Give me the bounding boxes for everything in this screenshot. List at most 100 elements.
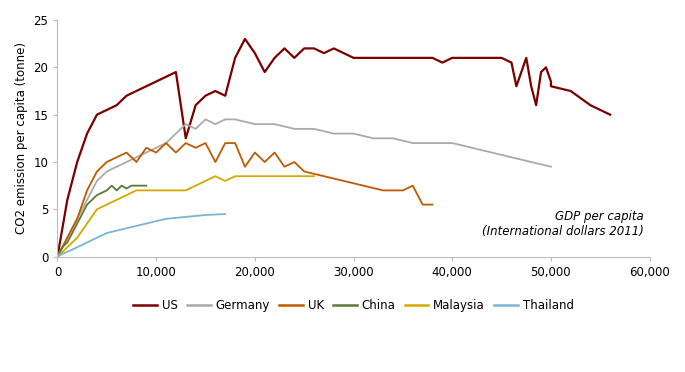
- US: [329, 46, 338, 51]
- US: [53, 254, 62, 259]
- Germany: [310, 126, 318, 131]
- Y-axis label: CO2 emission per capita (tonne): CO2 emission per capita (tonne): [15, 42, 28, 234]
- Germany: [448, 141, 456, 145]
- Germany: [251, 122, 259, 126]
- China: [83, 202, 91, 207]
- UK: [172, 150, 180, 155]
- Line: Malaysia: Malaysia: [58, 176, 314, 257]
- China: [132, 183, 140, 188]
- UK: [103, 160, 111, 164]
- UK: [271, 150, 279, 155]
- Germany: [271, 122, 279, 126]
- Malaysia: [112, 198, 121, 202]
- Germany: [329, 131, 338, 136]
- UK: [360, 183, 368, 188]
- Germany: [527, 160, 535, 164]
- UK: [63, 235, 71, 240]
- Germany: [83, 198, 91, 202]
- Germany: [58, 245, 66, 249]
- UK: [280, 164, 288, 169]
- Malaysia: [172, 188, 180, 193]
- Germany: [290, 126, 299, 131]
- Thailand: [63, 250, 71, 254]
- Malaysia: [123, 193, 131, 198]
- Germany: [201, 117, 210, 122]
- US: [123, 93, 131, 98]
- UK: [320, 174, 328, 179]
- Malaysia: [162, 188, 170, 193]
- UK: [251, 150, 259, 155]
- Malaysia: [211, 174, 219, 179]
- China: [112, 188, 121, 193]
- UK: [123, 150, 131, 155]
- UK: [428, 202, 436, 207]
- UK: [290, 160, 299, 164]
- Malaysia: [231, 174, 239, 179]
- Malaysia: [271, 174, 279, 179]
- UK: [379, 188, 387, 193]
- Thailand: [123, 226, 131, 231]
- Malaysia: [300, 174, 308, 179]
- US: [103, 108, 111, 112]
- Thailand: [182, 215, 190, 219]
- Thailand: [53, 254, 62, 259]
- UK: [182, 141, 190, 145]
- Germany: [409, 141, 417, 145]
- Line: Thailand: Thailand: [58, 214, 225, 257]
- Germany: [389, 136, 397, 141]
- China: [118, 183, 126, 188]
- China: [93, 193, 101, 198]
- Thailand: [142, 221, 151, 226]
- Malaysia: [201, 179, 210, 183]
- Germany: [547, 164, 555, 169]
- Germany: [112, 164, 121, 169]
- Germany: [231, 117, 239, 122]
- Germany: [73, 217, 82, 221]
- Germany: [221, 117, 229, 122]
- UK: [419, 202, 427, 207]
- Germany: [221, 117, 229, 122]
- Malaysia: [182, 188, 190, 193]
- Germany: [162, 141, 170, 145]
- Malaysia: [221, 179, 229, 183]
- Germany: [192, 126, 200, 131]
- Malaysia: [241, 174, 249, 179]
- Thailand: [221, 212, 229, 216]
- China: [142, 183, 151, 188]
- Malaysia: [103, 202, 111, 207]
- China: [55, 250, 64, 254]
- Germany: [182, 122, 190, 126]
- Malaysia: [58, 250, 66, 254]
- Germany: [508, 155, 516, 160]
- Line: Germany: Germany: [58, 119, 551, 257]
- Germany: [142, 150, 151, 155]
- UK: [112, 155, 121, 160]
- China: [123, 186, 131, 191]
- UK: [231, 141, 239, 145]
- Germany: [152, 145, 160, 150]
- US: [63, 198, 71, 202]
- Text: GDP per capita
(International dollars 2011): GDP per capita (International dollars 20…: [482, 210, 644, 238]
- UK: [340, 179, 348, 183]
- UK: [152, 150, 160, 155]
- UK: [300, 169, 308, 174]
- Malaysia: [152, 188, 160, 193]
- Germany: [63, 235, 71, 240]
- UK: [53, 254, 62, 259]
- US: [606, 112, 614, 117]
- China: [127, 183, 136, 188]
- Malaysia: [290, 174, 299, 179]
- China: [83, 202, 91, 207]
- Germany: [428, 141, 436, 145]
- UK: [103, 160, 111, 164]
- Malaysia: [192, 183, 200, 188]
- Malaysia: [310, 174, 318, 179]
- Germany: [123, 160, 131, 164]
- UK: [73, 217, 82, 221]
- Line: China: China: [58, 186, 147, 257]
- US: [488, 56, 496, 60]
- China: [108, 183, 116, 188]
- UK: [221, 141, 229, 145]
- Germany: [53, 254, 62, 259]
- Thailand: [93, 235, 101, 240]
